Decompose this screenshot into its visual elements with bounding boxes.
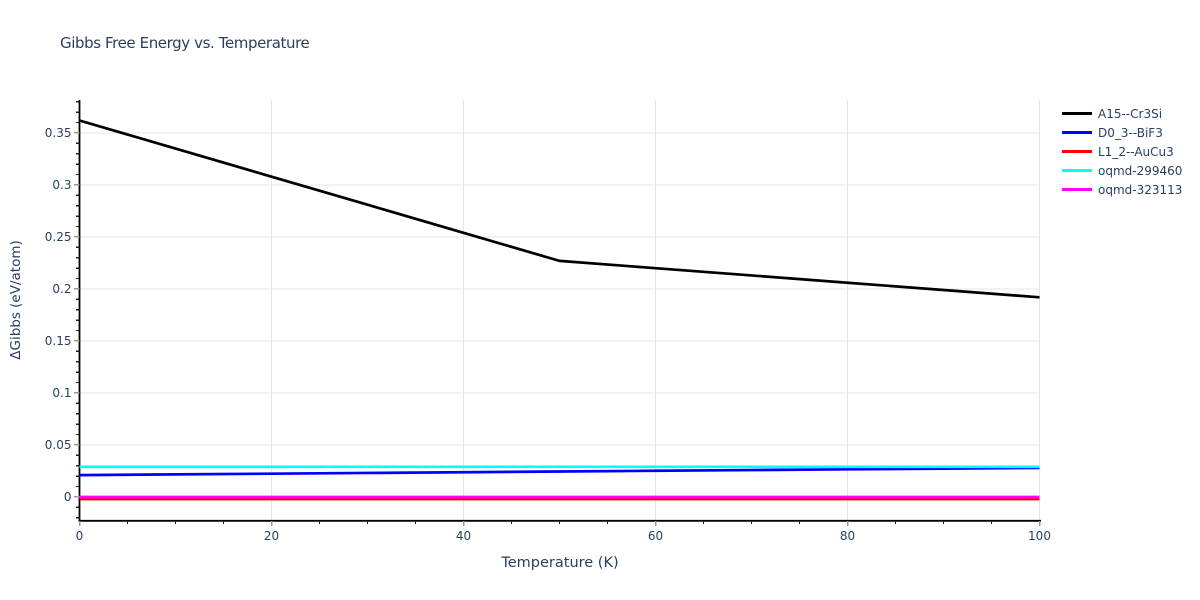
y-tick-label: 0.3 <box>52 178 71 192</box>
series-line-A15--Cr3Si <box>79 119 1040 299</box>
legend-label: oqmd-323113 <box>1098 182 1183 197</box>
legend-item-oqmd-299460[interactable]: oqmd-299460 <box>1062 161 1182 180</box>
legend-line-sample <box>1062 131 1092 134</box>
legend-line-sample <box>1062 169 1092 172</box>
legend-label: oqmd-299460 <box>1098 163 1183 178</box>
y-tick-label: 0 <box>64 490 72 504</box>
legend-line-sample <box>1062 150 1092 153</box>
x-tick-label: 80 <box>840 529 855 543</box>
y-tick-label: 0.05 <box>45 438 72 452</box>
legend-item-D0_3--BiF3[interactable]: D0_3--BiF3 <box>1062 123 1182 142</box>
y-tick-label: 0.15 <box>45 334 72 348</box>
legend-line-sample <box>1062 188 1092 191</box>
legend-label: A15--Cr3Si <box>1098 106 1163 121</box>
legend-label: L1_2--AuCu3 <box>1098 144 1174 159</box>
x-tick-label: 60 <box>648 529 663 543</box>
legend: A15--Cr3Si D0_3--BiF3 L1_2--AuCu3 oqmd-2994… <box>1062 104 1182 199</box>
y-tick-label: 0.1 <box>52 386 71 400</box>
legend-label: D0_3--BiF3 <box>1098 125 1163 140</box>
x-tick-label: 20 <box>264 529 279 543</box>
x-tick-label: 40 <box>456 529 471 543</box>
legend-item-oqmd-323113[interactable]: oqmd-323113 <box>1062 180 1182 199</box>
y-tick-label: 0.25 <box>45 230 72 244</box>
x-axis-title: Temperature (K) <box>501 555 619 571</box>
y-axis-title: ΔGibbs (eV/atom) <box>8 240 24 360</box>
y-tick-label: 0.35 <box>45 126 72 140</box>
x-tick-label: 0 <box>76 529 84 543</box>
legend-item-A15--Cr3Si[interactable]: A15--Cr3Si <box>1062 104 1182 123</box>
chart-title: Gibbs Free Energy vs. Temperature <box>60 34 310 52</box>
series-line-D0_3--BiF3 <box>79 466 1040 477</box>
x-tick-label: 100 <box>1028 529 1051 543</box>
y-tick-label: 0.2 <box>52 282 71 296</box>
legend-item-L1_2--AuCu3[interactable]: L1_2--AuCu3 <box>1062 142 1182 161</box>
legend-line-sample <box>1062 112 1092 115</box>
